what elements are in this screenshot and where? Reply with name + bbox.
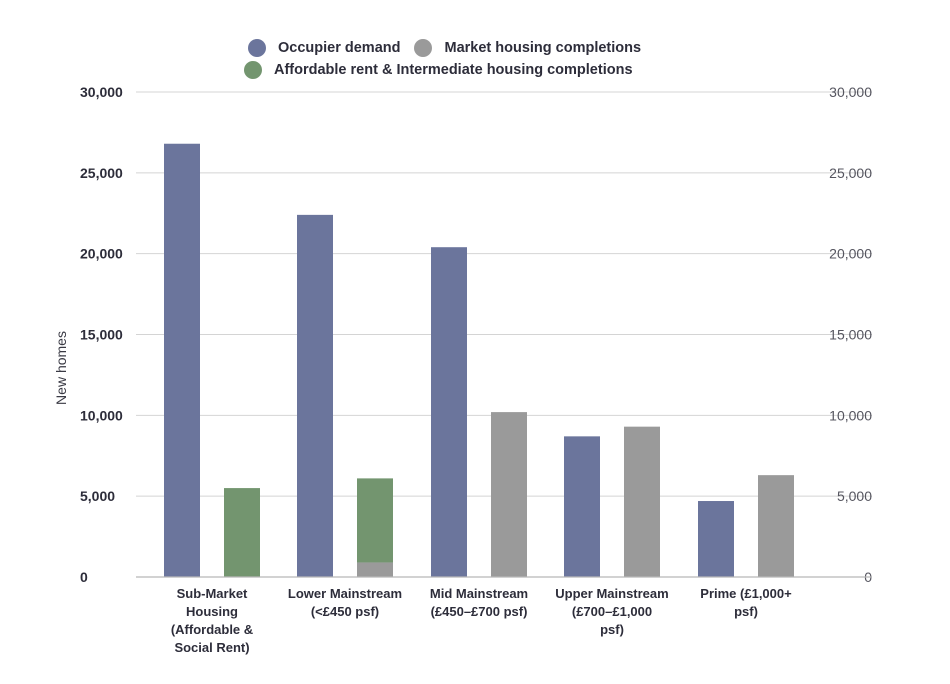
legend-swatch-market-housing [414,39,433,57]
legend-item-market-housing: Market housing completions [414,39,641,57]
x-tick-label: (Affordable & [171,622,253,637]
x-tick-label: Housing [186,604,238,619]
bar-occupier-demand [297,214,333,577]
legend-row-1: Occupier demand Market housing completio… [248,39,655,57]
legend-row-2: Affordable rent & Intermediate housing c… [244,61,647,79]
bar-occupier-demand [164,143,200,577]
y2-tick-label: 30,000 [829,84,872,100]
bar-market-housing [491,412,527,577]
y-tick-label: 30,000 [80,84,123,100]
y2-tick-label: 25,000 [829,165,872,181]
x-tick-label: Prime (£1,000+ [700,586,792,601]
bar-occupier-demand [698,501,734,577]
y-tick-label: 25,000 [80,165,123,181]
legend-item-affordable-housing: Affordable rent & Intermediate housing c… [244,61,633,79]
y-tick-label: 0 [80,569,88,585]
y2-tick-label: 15,000 [829,327,872,343]
x-tick-label: (£450–£700 psf) [431,604,528,619]
y-tick-label: 5,000 [80,488,115,504]
x-tick-label: Mid Mainstream [430,586,528,601]
x-tick-label: (£700–£1,000 [572,604,652,619]
x-tick-label: psf) [600,622,624,637]
x-tick-label: Lower Mainstream [288,586,402,601]
x-tick-label: Upper Mainstream [555,586,668,601]
bar-occupier-demand [564,436,600,577]
y-tick-label: 10,000 [80,407,123,423]
y2-tick-label: 10,000 [829,407,872,423]
y2-tick-label: 20,000 [829,246,872,262]
y-tick-label: 20,000 [80,246,123,262]
legend-swatch-affordable-housing [244,61,262,79]
legend-label: Market housing completions [444,40,642,56]
bar-affordable-housing [357,478,393,563]
y-tick-label: 15,000 [80,327,123,343]
x-tick-label: (<£450 psf) [311,604,379,619]
bar-market-housing [624,426,660,577]
legend-item-occupier-demand: Occupier demand [248,39,400,57]
y2-tick-label: 5,000 [837,488,872,504]
legend-label: Affordable rent & Intermediate housing c… [274,62,633,78]
legend-label: Occupier demand [278,40,401,56]
bar-affordable-housing [224,488,260,577]
x-tick-label: Sub-Market [177,586,248,601]
x-tick-label: Social Rent) [174,640,249,655]
x-tick-label: psf) [734,604,758,619]
y-axis-title: New homes [53,331,69,405]
legend-swatch-occupier-demand [248,39,266,57]
bar-market-housing [357,562,393,577]
bar-occupier-demand [431,247,467,577]
bar-market-housing [758,475,794,577]
